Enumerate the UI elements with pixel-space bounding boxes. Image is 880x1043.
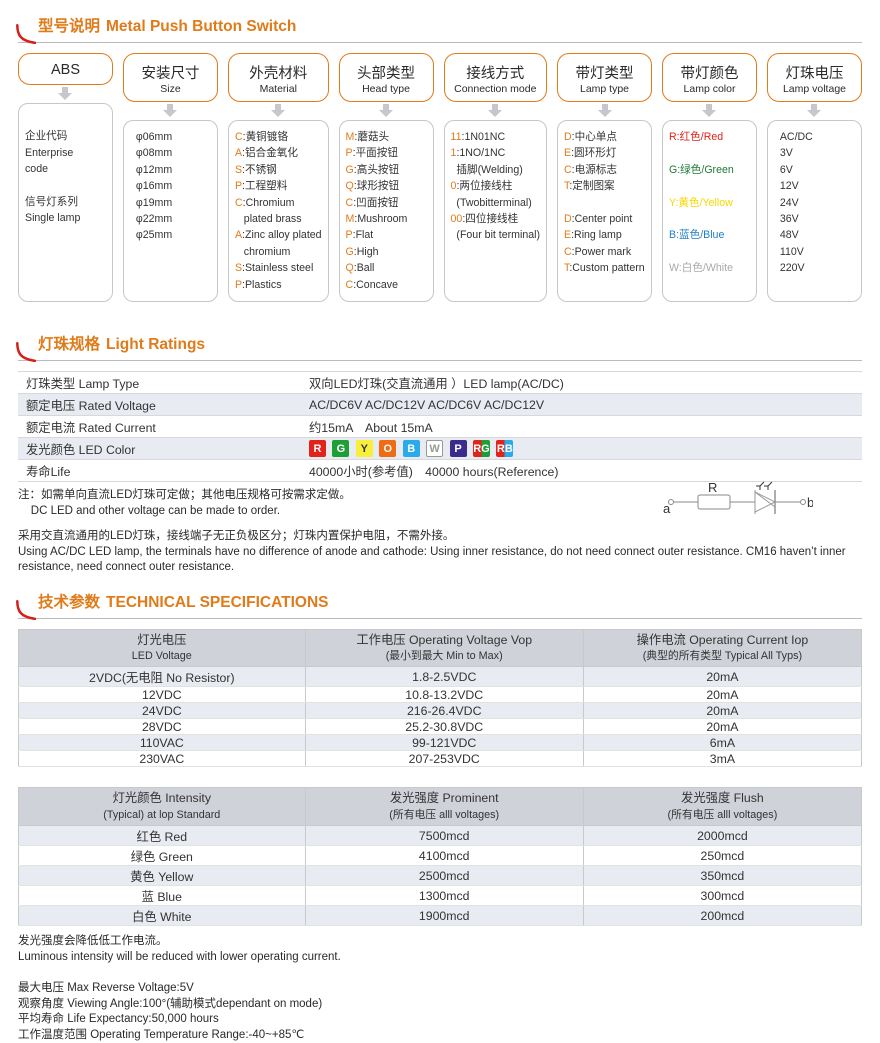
svg-text:R: R: [708, 480, 717, 495]
svg-text:b: b: [807, 495, 813, 510]
svg-text:a: a: [663, 501, 671, 516]
